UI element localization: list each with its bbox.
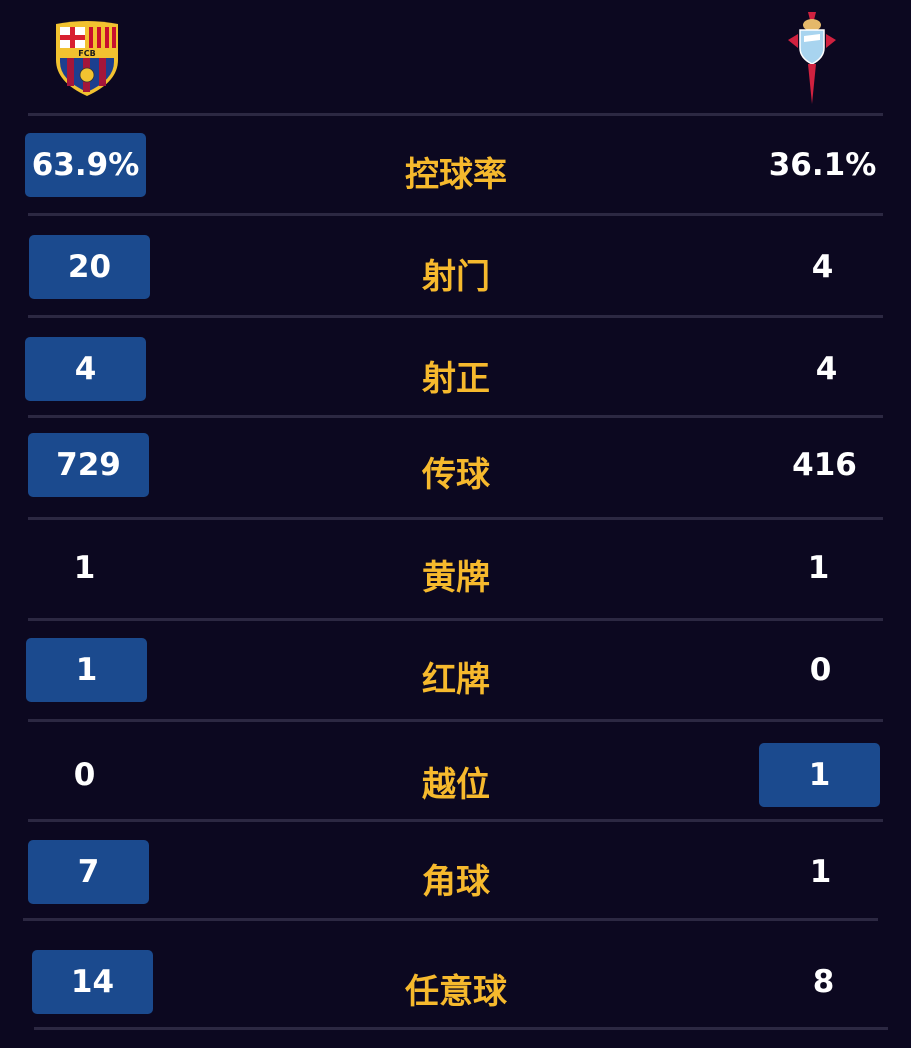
row-divider (28, 213, 883, 216)
row-divider (28, 415, 883, 418)
row-divider (28, 113, 883, 116)
stat-row: 1 黄牌 1 (0, 536, 911, 606)
stat-row: 14 任意球 8 (0, 950, 911, 1020)
stat-label: 射正 (422, 359, 490, 399)
away-stat-value: 0 (809, 652, 832, 688)
home-stat-value: 14 (32, 950, 153, 1014)
stat-label: 角球 (422, 862, 490, 902)
home-stat-value: 729 (28, 433, 149, 497)
away-stat-value: 1 (807, 550, 830, 586)
away-stat-value: 1 (809, 854, 832, 890)
away-stat-value: 36.1% (768, 147, 877, 183)
stat-row: 0 越位 1 (0, 743, 911, 813)
home-stat-value: 7 (28, 840, 149, 904)
home-stat-value: 0 (73, 757, 96, 793)
stat-row: 729 传球 416 (0, 433, 911, 503)
row-divider (28, 819, 883, 822)
away-stat-value: 416 (792, 447, 857, 483)
stat-label: 越位 (422, 765, 490, 805)
fc-barcelona-crest-icon: FCB (50, 20, 124, 102)
home-stat-value: 63.9% (25, 133, 146, 197)
away-stat-value: 8 (812, 964, 835, 1000)
stat-row: 63.9% 控球率 36.1% (0, 133, 911, 203)
row-divider (23, 918, 878, 921)
svg-text:FCB: FCB (78, 49, 95, 58)
stat-label: 红牌 (422, 660, 490, 700)
stat-row: 20 射门 4 (0, 235, 911, 305)
row-divider (28, 315, 883, 318)
home-stat-value: 20 (29, 235, 150, 299)
stat-label: 黄牌 (422, 558, 490, 598)
home-stat-value: 1 (73, 550, 96, 586)
stat-row: 1 红牌 0 (0, 638, 911, 708)
away-stat-value: 1 (759, 743, 880, 807)
stat-label: 射门 (422, 257, 490, 297)
celta-vigo-crest-icon (784, 10, 840, 110)
away-stat-value: 4 (815, 351, 838, 387)
away-stat-value: 4 (811, 249, 834, 285)
stat-row: 4 射正 4 (0, 337, 911, 407)
row-divider (28, 719, 883, 722)
home-stat-value: 1 (26, 638, 147, 702)
row-divider (34, 1027, 888, 1030)
row-divider (28, 517, 883, 520)
stat-row: 7 角球 1 (0, 840, 911, 910)
home-stat-value: 4 (25, 337, 146, 401)
stat-label: 任意球 (405, 972, 507, 1012)
row-divider (28, 618, 883, 621)
stat-label: 控球率 (405, 155, 507, 195)
stat-label: 传球 (422, 455, 490, 495)
